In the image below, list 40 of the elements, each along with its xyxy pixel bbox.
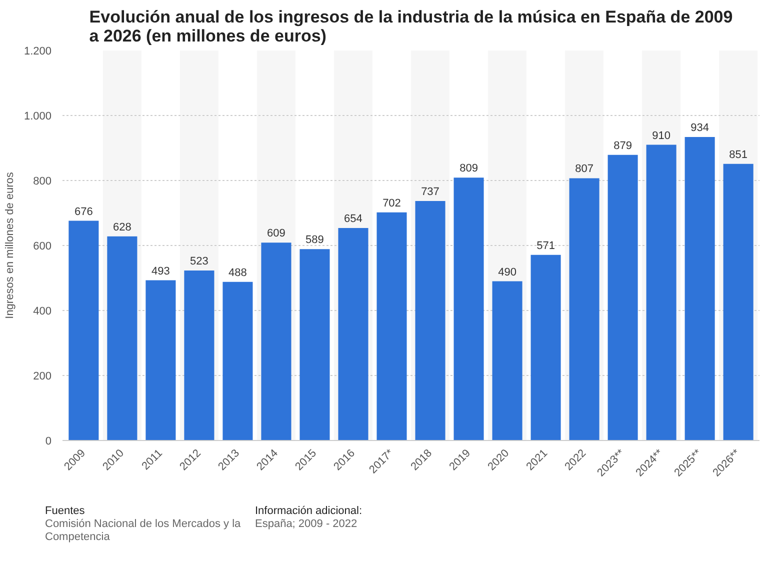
data-label: 488 [228, 266, 247, 279]
data-label: 628 [113, 221, 132, 234]
bar [530, 254, 561, 440]
data-label: 589 [306, 234, 324, 246]
y-tick-label: 1.200 [24, 46, 52, 58]
data-label: 490 [498, 266, 516, 278]
text: Fuentes [45, 505, 86, 518]
y-tick-label: 200 [33, 370, 52, 382]
bar [222, 282, 253, 440]
data-label: 493 [152, 265, 170, 278]
bar [300, 249, 330, 440]
data-label: 809 [460, 162, 478, 175]
data-label: 571 [536, 240, 555, 252]
y-axis-title: Ingresos en millones de euros [4, 172, 16, 319]
bar [608, 154, 638, 440]
bar [68, 220, 99, 440]
data-label: 910 [652, 130, 670, 142]
data-label: 523 [190, 256, 208, 268]
data-label: 676 [74, 206, 93, 218]
bar [684, 136, 715, 440]
data-label: 807 [575, 163, 594, 176]
y-tick-label: 400 [33, 306, 52, 318]
y-tick-label: 0 [45, 436, 52, 448]
bar [146, 280, 176, 440]
bar [376, 212, 407, 440]
bar [454, 178, 484, 440]
data-label: 609 [267, 228, 286, 240]
data-label: 702 [382, 197, 401, 210]
data-label: 851 [729, 148, 748, 161]
y-tick-label: 600 [33, 240, 52, 252]
data-label: 934 [690, 122, 709, 134]
y-tick-label: 1.000 [24, 110, 52, 122]
chart-title: Evolución anual de los ingresos de la industria de la música en España de 2009 a 2026 (en millones de euros) [89, 8, 733, 46]
data-label: 737 [421, 186, 440, 198]
text: Información adicional: [255, 505, 362, 518]
data-label: 654 [344, 212, 362, 225]
data-label: 879 [614, 140, 632, 152]
y-tick-label: 800 [33, 176, 52, 188]
text: Comisión Nacional de los Mercados y la Competencia [45, 518, 242, 544]
text: España; 2009 - 2022 [255, 518, 358, 531]
